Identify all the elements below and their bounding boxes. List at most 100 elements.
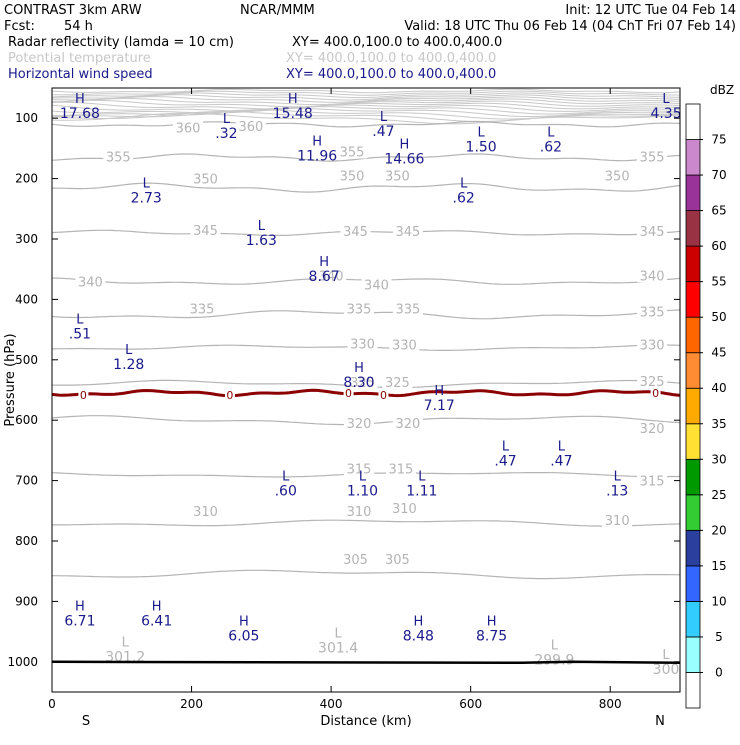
fcst-label: Fcst: — [4, 19, 35, 34]
wind-low-marker: L — [282, 470, 290, 485]
surface-terrain-line — [51, 660, 681, 665]
theta-label-bg — [637, 474, 668, 488]
colorbar-level-label: 0 — [715, 665, 723, 679]
wind-extremum-value: .60 — [275, 484, 297, 500]
colorbar-level-label: 30 — [711, 452, 726, 466]
colorbar-level-label: 70 — [711, 168, 726, 182]
colorbar-swatch — [685, 245, 701, 283]
theta-contour-label: 310 — [193, 505, 218, 520]
theta-contour-upper — [52, 88, 680, 94]
freezing-level-label: 0 — [226, 389, 233, 402]
theta-contour-310 — [52, 519, 680, 527]
y-tick-label: 900 — [15, 594, 38, 608]
valid-time: Valid: 18 UTC Thu 06 Feb 14 (04 ChT Fri … — [404, 19, 736, 34]
theta-label-bg — [389, 338, 420, 352]
x-tick-label: 800 — [599, 697, 622, 711]
y-tick-label: 600 — [15, 413, 38, 427]
wind-extremum-value: 6.05 — [228, 629, 259, 645]
theta-contour-label: 335 — [395, 302, 420, 317]
theta-contour-label: 320 — [640, 422, 665, 437]
theta-label-bg — [344, 417, 375, 431]
theta-label-bg — [344, 504, 375, 518]
theta-low-marker: L — [551, 639, 559, 654]
wind-low-marker: L — [359, 470, 367, 485]
colorbar-level-label: 5 — [715, 630, 723, 644]
freezing-label-bg — [343, 386, 354, 399]
plot-area: 360 360 355 355 355 350 350 350 350 345 345 345 345 3… — [3, 87, 681, 729]
end-label: N — [655, 714, 665, 729]
wind-high-marker: H — [354, 361, 364, 376]
theta-label-bg — [187, 302, 218, 316]
theta-contour-label: 330 — [392, 339, 417, 354]
theta-contour-305 — [52, 569, 680, 580]
theta-label-bg — [190, 504, 221, 518]
reflectivity-colorbar: dBZ 0 5 10 15 20 25 30 35 40 45 50 55 60 65 70 75 — [685, 83, 734, 709]
colorbar-swatch — [685, 529, 701, 567]
theta-contour-label: 340 — [78, 275, 103, 290]
theta-contour-label: 330 — [350, 338, 375, 353]
wind-high-marker: H — [399, 137, 409, 152]
field-3-name: Horizontal wind speed — [8, 67, 153, 82]
start-label: S — [82, 714, 90, 729]
theta-contour-upper — [52, 96, 680, 103]
theta-contour-upper — [52, 101, 680, 110]
theta-extremum-value: 299.9 — [534, 653, 574, 669]
theta-contours — [52, 88, 680, 580]
colorbar-level-label: 45 — [711, 346, 726, 360]
theta-label-bg — [103, 150, 134, 164]
wind-low-marker: L — [558, 439, 566, 454]
theta-contour-label: 335 — [640, 306, 665, 321]
wind-extremum-value: .47 — [372, 124, 394, 140]
wind-extremum-value: 1.28 — [113, 357, 144, 373]
surface-line — [51, 660, 681, 665]
wind-high-marker: H — [75, 599, 85, 614]
theta-label-bg — [389, 501, 420, 515]
theta-contour-label: 325 — [350, 376, 375, 391]
colorbar-swatch — [685, 174, 701, 211]
colorbar-swatch — [685, 387, 701, 425]
theta-contour-upper — [52, 111, 680, 122]
wind-extremum-value: .51 — [69, 327, 91, 343]
theta-contour-label: 350 — [193, 173, 218, 188]
theta-contour-label: 360 — [238, 120, 263, 135]
theta-contour-upper — [52, 97, 680, 106]
theta-label-bg — [637, 225, 668, 239]
wind-extremum-value: 7.17 — [424, 398, 455, 414]
y-tick-label: 400 — [15, 292, 38, 306]
theta-low-marker: L — [334, 627, 342, 642]
theta-label-bg — [637, 269, 668, 283]
model-title: CONTRAST 3km ARW — [4, 3, 142, 18]
colorbar-swatch — [685, 601, 701, 638]
theta-contour-label: 325 — [385, 376, 410, 391]
colorbar-level-label: 50 — [711, 310, 726, 324]
theta-contour-label: 355 — [340, 145, 365, 160]
wind-extremum-value: 1.11 — [406, 484, 437, 500]
wind-extremum-value: 15.48 — [273, 106, 313, 122]
field-2-xy: XY= 400.0,100.0 to 400.0,400.0 — [286, 51, 496, 66]
theta-label-bg — [340, 553, 371, 567]
theta-contour-350 — [52, 182, 680, 193]
freezing-level-label: 0 — [380, 389, 387, 402]
theta-contour-label: 310 — [347, 505, 372, 520]
colorbar-level-label: 75 — [711, 133, 726, 147]
y-tick-label: 800 — [15, 534, 38, 548]
y-axis-title: Pressure (hPa) — [3, 333, 18, 426]
colorbar-swatch — [685, 352, 701, 389]
wind-low-marker: L — [502, 439, 510, 454]
wind-high-marker: H — [288, 92, 298, 107]
wind-extremum-value: 8.30 — [343, 375, 374, 391]
theta-contour-label: 345 — [193, 224, 218, 239]
colorbar-level-label: 20 — [711, 523, 726, 537]
wind-extremum-value: 8.75 — [476, 629, 507, 645]
colorbar-level-label: 15 — [711, 559, 726, 573]
wind-extremum-value: .62 — [540, 139, 562, 155]
org-label: NCAR/MMM — [240, 3, 315, 18]
wind-extremum-value: 6.41 — [141, 613, 172, 629]
colorbar-unit: dBZ — [710, 83, 734, 97]
theta-contour-upper — [52, 112, 680, 125]
theta-label-bg — [337, 145, 368, 159]
theta-label-bg — [316, 269, 347, 283]
theta-contour-label: 315 — [640, 475, 665, 490]
theta-contour-label: 345 — [395, 225, 420, 240]
colorbar-level-label: 40 — [711, 381, 726, 395]
